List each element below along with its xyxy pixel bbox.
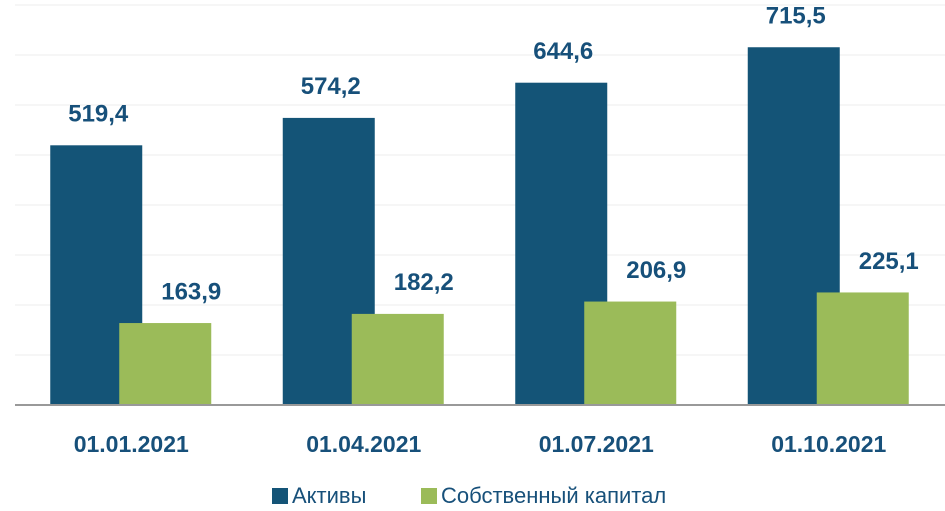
value-label: 225,1: [859, 248, 919, 275]
value-label: 644,6: [533, 38, 593, 65]
legend-label: Собственный капитал: [441, 483, 666, 508]
bar: [351, 313, 444, 405]
bar: [816, 292, 909, 405]
x-tick-label: 01.07.2021: [539, 431, 654, 457]
value-label: 206,9: [626, 257, 686, 284]
bar: [119, 323, 212, 405]
legend-swatch: [421, 488, 437, 504]
legend-label: Активы: [292, 483, 366, 508]
legend-swatch: [272, 488, 288, 504]
x-tick-label: 01.04.2021: [306, 431, 421, 457]
x-tick-label: 01.10.2021: [771, 431, 886, 457]
value-label: 182,2: [394, 269, 454, 296]
value-label: 574,2: [301, 73, 361, 100]
value-label: 715,5: [766, 3, 826, 30]
value-label: 163,9: [161, 278, 221, 305]
bar: [584, 301, 677, 405]
value-label: 519,4: [68, 101, 129, 128]
x-tick-label: 01.01.2021: [74, 431, 189, 457]
